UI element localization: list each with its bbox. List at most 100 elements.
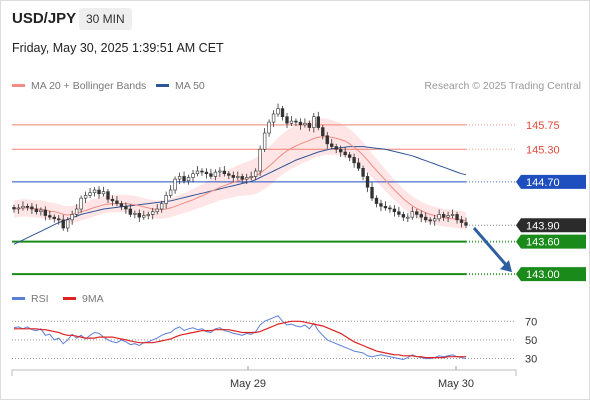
candle-body — [352, 157, 356, 164]
candle-body — [285, 116, 289, 124]
candle-body — [128, 208, 133, 215]
legend-ma50: MA 50 — [156, 80, 205, 92]
forecast-arrow-shaft — [472, 227, 510, 269]
candle-body — [343, 151, 347, 156]
level-tag-143.90 — [516, 218, 586, 233]
candle-body — [276, 108, 280, 115]
candle-body — [236, 176, 240, 178]
candle-body — [88, 192, 92, 196]
candle-body — [92, 189, 97, 194]
level-label-143.60: 143.60 — [526, 237, 560, 249]
candle-body — [397, 211, 401, 215]
candle-body — [253, 170, 258, 177]
candle-body — [191, 173, 195, 178]
candle-body — [365, 176, 370, 188]
candle-body — [361, 167, 365, 177]
price-levels — [12, 124, 516, 276]
candle-body — [370, 186, 374, 199]
candle-body — [173, 178, 177, 191]
copyright-label: Research © 2025 Trading Central — [424, 80, 581, 92]
ma20-label: MA 20 + Bollinger Bands — [31, 80, 147, 92]
candle-body — [459, 219, 464, 223]
candle-body — [428, 219, 432, 222]
legend-rsi-ma: 9MA — [63, 293, 104, 305]
candle-body — [177, 176, 182, 180]
candle-body — [115, 200, 119, 204]
candle-body — [298, 121, 303, 126]
candle-body — [446, 215, 450, 218]
level-label-143.90: 143.90 — [526, 220, 560, 232]
candle-body — [34, 208, 39, 213]
candle-body — [39, 209, 43, 213]
rsi-line — [13, 315, 467, 361]
candle-body — [227, 173, 231, 176]
candle-body — [339, 148, 343, 153]
candle-body — [334, 146, 338, 150]
level-label-144.70: 144.70 — [526, 177, 560, 189]
candle-body — [119, 203, 124, 207]
candle-body — [374, 197, 379, 204]
candle-body — [74, 208, 79, 215]
candle-body — [303, 122, 307, 126]
x-tick-label: May 30 — [438, 378, 474, 390]
ma50-label: MA 50 — [175, 80, 205, 92]
candle-body — [325, 135, 329, 145]
x-axis: May 29 May 30 — [11, 366, 517, 390]
candle-body — [155, 208, 159, 213]
ma20-line — [13, 136, 467, 222]
candle-body — [249, 176, 253, 178]
candle-body — [101, 191, 106, 195]
rsi-ma-label: 9MA — [82, 293, 104, 305]
timeframe-button[interactable]: 30 MIN — [79, 8, 132, 30]
candle-body — [21, 205, 25, 209]
candle-body — [52, 216, 56, 220]
candle-body — [356, 162, 361, 169]
candle-body — [218, 170, 222, 173]
candle-body — [164, 195, 168, 204]
candle-body — [124, 205, 128, 210]
candle-body — [464, 222, 468, 226]
candle-body — [432, 218, 437, 222]
candle-body — [213, 171, 218, 177]
candle-body — [321, 127, 325, 137]
candle-body — [66, 219, 70, 229]
candle-body — [48, 215, 52, 218]
ma50-line — [13, 146, 467, 245]
candle-body — [83, 195, 88, 199]
candle-body — [307, 122, 312, 128]
candle-body — [43, 209, 48, 216]
candle-body — [450, 214, 455, 216]
level-labels: 145.75 145.30 144.70 143.90 143.60 143.00 — [516, 120, 586, 282]
candle-body — [159, 203, 164, 210]
candle-body — [271, 113, 276, 123]
candle-body — [110, 198, 115, 202]
candle-body — [437, 214, 441, 220]
candle-body — [289, 120, 294, 124]
rsi-tick-50: 50 — [525, 335, 537, 347]
candle-body — [388, 207, 392, 210]
candle-body — [419, 214, 423, 218]
candle-body — [61, 219, 65, 229]
candle-body — [133, 213, 137, 215]
candle-body — [204, 171, 209, 175]
candle-body — [267, 121, 271, 134]
candle-body — [424, 216, 428, 221]
candles — [12, 103, 468, 232]
candle-body — [330, 143, 334, 147]
rsi-swatch — [12, 296, 25, 300]
candle-body — [441, 214, 446, 218]
candle-body — [245, 177, 249, 180]
candle-body — [231, 175, 235, 178]
candle-body — [16, 207, 21, 210]
candle-body — [222, 170, 227, 175]
ma20-swatch — [12, 83, 25, 87]
candle-body — [25, 205, 30, 208]
candle-body — [401, 214, 406, 218]
level-label-143.00: 143.00 — [526, 269, 560, 281]
candle-body — [106, 191, 110, 200]
legend-ma20: MA 20 + Bollinger Bands — [12, 80, 146, 92]
candle-body — [262, 132, 267, 150]
ma50-swatch — [156, 83, 169, 87]
symbol-title: USD/JPY — [12, 10, 77, 27]
